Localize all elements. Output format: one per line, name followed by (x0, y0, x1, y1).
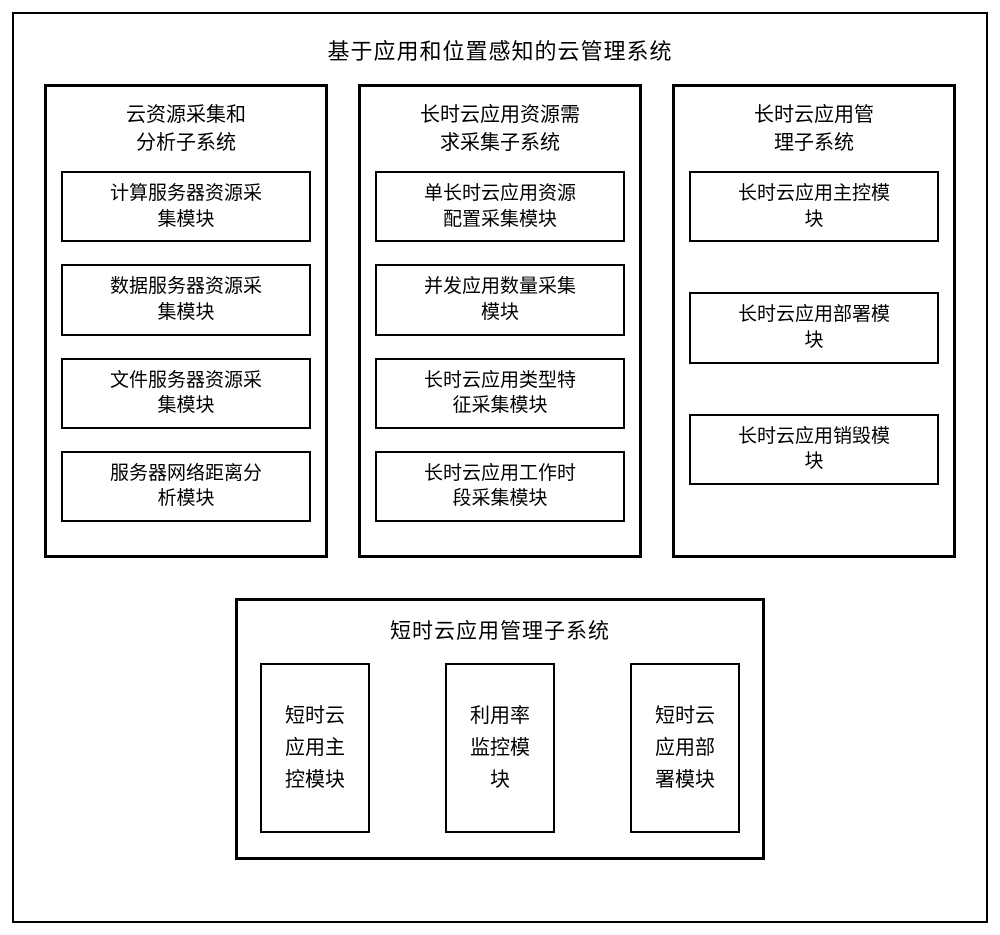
subsystem-title: 云资源采集和 分析子系统 (126, 101, 246, 157)
system-title: 基于应用和位置感知的云管理系统 (44, 34, 956, 66)
module-single-long-app-config: 单长时云应用资源 配置采集模块 (375, 171, 625, 242)
module-concurrent-app-count: 并发应用数量采集 模块 (375, 264, 625, 335)
subsystem-short-app-manage: 短时云应用管理子系统 短时云 应用主 控模块 利用率 监控模 块 短时云 应用部… (235, 598, 765, 860)
module-compute-server-collect: 计算服务器资源采 集模块 (61, 171, 311, 242)
module-file-server-collect: 文件服务器资源采 集模块 (61, 358, 311, 429)
module-long-app-work-period: 长时云应用工作时 段采集模块 (375, 451, 625, 522)
subsystem-long-app-manage: 长时云应用管 理子系统 长时云应用主控模 块 长时云应用部署模 块 长时云应用销… (672, 84, 956, 558)
subsystem-title: 长时云应用资源需 求采集子系统 (420, 101, 580, 157)
module-long-app-main-control: 长时云应用主控模 块 (689, 171, 939, 242)
module-long-app-type-feature: 长时云应用类型特 征采集模块 (375, 358, 625, 429)
module-network-distance-analyze: 服务器网络距离分 析模块 (61, 451, 311, 522)
system-outer-box: 基于应用和位置感知的云管理系统 云资源采集和 分析子系统 计算服务器资源采 集模… (12, 12, 988, 923)
bottom-subsystem-wrap: 短时云应用管理子系统 短时云 应用主 控模块 利用率 监控模 块 短时云 应用部… (44, 598, 956, 860)
subsystem-long-app-resource-collect: 长时云应用资源需 求采集子系统 单长时云应用资源 配置采集模块 并发应用数量采集… (358, 84, 642, 558)
module-long-app-destroy: 长时云应用销毁模 块 (689, 414, 939, 485)
module-short-app-main-control: 短时云 应用主 控模块 (260, 663, 370, 833)
subsystem-title: 长时云应用管 理子系统 (754, 101, 874, 157)
subsystem-cloud-resource-collection: 云资源采集和 分析子系统 计算服务器资源采 集模块 数据服务器资源采 集模块 文… (44, 84, 328, 558)
top-subsystems-row: 云资源采集和 分析子系统 计算服务器资源采 集模块 数据服务器资源采 集模块 文… (44, 84, 956, 558)
module-data-server-collect: 数据服务器资源采 集模块 (61, 264, 311, 335)
module-utilization-monitor: 利用率 监控模 块 (445, 663, 555, 833)
module-long-app-deploy: 长时云应用部署模 块 (689, 292, 939, 363)
subsystem-title: 短时云应用管理子系统 (260, 615, 740, 645)
module-short-app-deploy: 短时云 应用部 署模块 (630, 663, 740, 833)
bottom-modules-row: 短时云 应用主 控模块 利用率 监控模 块 短时云 应用部 署模块 (260, 663, 740, 833)
